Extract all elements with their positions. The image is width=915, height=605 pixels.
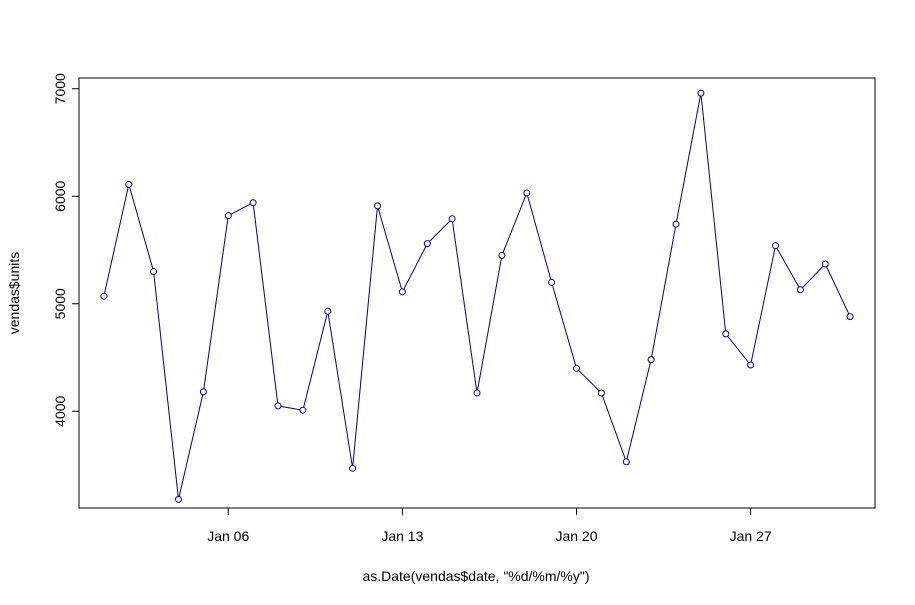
- series-line: [103, 93, 851, 500]
- data-point: [846, 313, 854, 321]
- data-point: [224, 212, 232, 220]
- x-axis-title: as.Date(vendas$date, "%d/%m/%y"): [362, 568, 589, 584]
- data-point: [772, 242, 779, 250]
- data-point: [249, 199, 257, 207]
- data-point: [448, 215, 456, 223]
- data-point: [821, 260, 829, 268]
- data-point: [473, 389, 481, 397]
- data-point: [299, 406, 307, 414]
- data-point: [324, 307, 332, 315]
- data-point: [125, 180, 133, 188]
- data-point: [647, 356, 655, 364]
- data-point: [722, 330, 730, 338]
- data-point: [274, 402, 282, 410]
- y-tick-label: 5000: [52, 288, 68, 319]
- x-tick-label: Jan 27: [730, 528, 772, 544]
- y-axis: 4000 5000 6000 7000: [52, 73, 80, 427]
- data-point: [349, 464, 357, 472]
- x-tick-label: Jan 13: [381, 528, 423, 544]
- y-tick-label: 4000: [52, 395, 68, 426]
- data-point: [423, 240, 431, 248]
- plot-frame: [78, 77, 876, 509]
- x-tick-label: Jan 06: [207, 528, 249, 544]
- data-point: [597, 389, 605, 397]
- y-axis-title: vendas$units: [6, 252, 22, 335]
- y-tick-label: 6000: [52, 180, 68, 211]
- y-tick-label: 7000: [52, 73, 68, 104]
- data-point: [175, 495, 182, 503]
- data-point: [150, 268, 158, 275]
- data-point: [573, 364, 580, 372]
- data-point: [199, 388, 207, 396]
- data-point: [523, 189, 531, 197]
- x-tick-label: Jan 20: [555, 528, 597, 544]
- data-point: [398, 288, 406, 296]
- x-axis: Jan 06 Jan 13 Jan 20 Jan 27: [207, 507, 772, 544]
- data-point: [374, 202, 381, 210]
- data-point: [796, 286, 804, 294]
- data-point: [548, 278, 556, 286]
- data-point: [498, 251, 506, 259]
- data-point: [697, 89, 705, 97]
- data-point: [672, 220, 680, 228]
- data-point: [622, 458, 630, 466]
- data-point: [100, 292, 108, 300]
- data-point: [747, 361, 755, 369]
- data-points: [100, 89, 854, 503]
